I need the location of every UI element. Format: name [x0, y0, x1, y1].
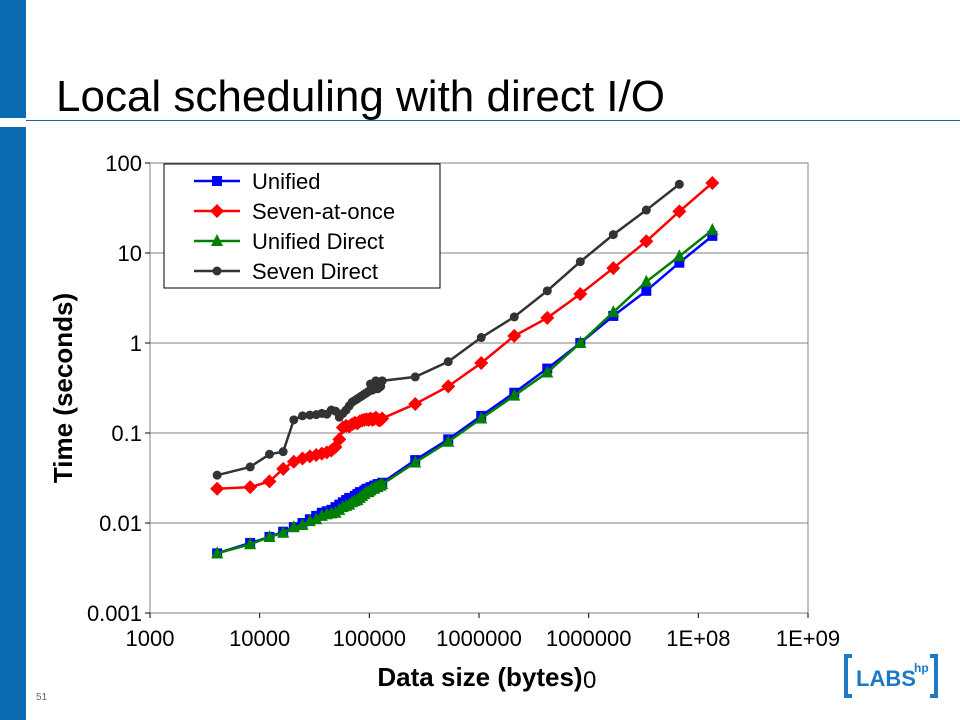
- unified-direct-point: [263, 529, 276, 542]
- seven-direct-point: [264, 449, 274, 459]
- seven-at-once-point: [474, 355, 489, 370]
- series-seven-direct: [212, 179, 684, 480]
- unified-direct-point: [287, 520, 300, 533]
- y-tick-label: 0.001: [87, 601, 142, 626]
- seven-direct-point: [245, 462, 255, 472]
- slide-number: 51: [36, 692, 48, 703]
- y-tick-label: 0.1: [111, 421, 142, 446]
- x-tick-label: 1000000: [436, 626, 522, 651]
- x-tick-label: 1000000: [546, 626, 632, 651]
- seven-direct-point: [608, 230, 618, 240]
- seven-at-once-point: [262, 474, 277, 489]
- seven-at-once-point: [375, 411, 390, 426]
- seven-direct-point: [278, 447, 288, 457]
- slide-title: Local scheduling with direct I/O: [56, 72, 665, 121]
- seven-at-once-point: [441, 379, 456, 394]
- x-tick-label: 100000: [333, 626, 406, 651]
- unified-direct-point: [706, 223, 719, 236]
- y-axis-label: Time (seconds): [48, 293, 78, 483]
- seven-at-once-point: [606, 261, 621, 276]
- legend-box: [163, 163, 441, 289]
- hp-labs-logo: LABS hp: [844, 654, 938, 698]
- seven-at-once-point: [243, 480, 258, 495]
- series-group: [210, 175, 720, 559]
- y-tick-label: 0.01: [99, 511, 142, 536]
- seven-direct-point: [476, 333, 486, 343]
- seven-at-once-point: [573, 287, 588, 302]
- seven-at-once-point: [540, 310, 555, 325]
- unified-direct-point: [673, 249, 686, 262]
- legend-label: Unified: [252, 169, 320, 194]
- seven-at-once-point: [705, 175, 720, 190]
- unified-direct-point: [442, 434, 455, 447]
- left-accent-bar-top: [0, 0, 26, 118]
- unified-direct-point: [508, 388, 521, 401]
- x-axis-label: Data size (bytes): [377, 662, 582, 692]
- seven-direct-point: [575, 257, 585, 267]
- logo-text: LABS: [856, 666, 916, 691]
- seven-direct-point: [509, 312, 519, 322]
- seven-direct-point: [297, 411, 307, 421]
- unified-point: [674, 257, 685, 268]
- seven-direct-point: [542, 286, 552, 296]
- y-tick-label: 100: [105, 151, 142, 176]
- seven-at-once-point: [408, 397, 423, 412]
- y-tick-label: 1: [130, 331, 142, 356]
- seven-direct-point: [410, 372, 420, 382]
- x-tick-label: 1E+08: [666, 626, 730, 651]
- x-tick-label: 1000: [126, 626, 175, 651]
- seven-at-once-point: [639, 234, 654, 249]
- legend-swatch-marker: [212, 266, 222, 276]
- legend-swatch-marker: [211, 234, 223, 246]
- legend-swatch-marker: [212, 176, 222, 186]
- legend-label: Seven Direct: [252, 259, 378, 284]
- seven-direct-point: [443, 357, 453, 367]
- seven-direct-point: [641, 205, 651, 215]
- legend: Unified Seven-at-once Unified Direct Seven …: [163, 163, 441, 289]
- unified-direct-point: [541, 365, 554, 378]
- seven-direct-point: [674, 179, 684, 189]
- seven-at-once-point: [507, 328, 522, 343]
- series-unified-direct: [211, 223, 719, 559]
- legend-label: Unified Direct: [252, 229, 384, 254]
- x-tick-label: 10000: [229, 626, 290, 651]
- unified-direct-point: [409, 455, 422, 468]
- legend-label: Seven-at-once: [252, 199, 395, 224]
- x-tick-label: 1E+09: [776, 626, 840, 651]
- stray-axis-label: 0: [583, 667, 596, 694]
- legend-swatch-marker: [210, 204, 224, 218]
- left-accent-bar-bottom: [0, 127, 26, 720]
- series-seven-at-once: [210, 175, 720, 496]
- unified-direct-point: [244, 537, 257, 550]
- seven-at-once-point: [672, 204, 687, 219]
- y-tick-label: 10: [118, 241, 142, 266]
- unified-direct-point: [640, 274, 653, 287]
- unified-direct-point: [376, 477, 389, 490]
- unified-point: [641, 285, 652, 296]
- unified-direct-point: [310, 512, 323, 525]
- seven-at-once-point: [276, 461, 291, 476]
- unified-direct-point: [277, 525, 290, 538]
- logo-superscript: hp: [914, 661, 929, 675]
- seven-direct-point: [377, 376, 387, 386]
- seven-direct-point: [212, 470, 222, 480]
- seven-at-once-point: [210, 481, 225, 496]
- unified-point: [707, 230, 718, 241]
- title-underline: [26, 120, 960, 121]
- seven-direct-point: [289, 415, 299, 425]
- unified-direct-point: [211, 546, 224, 559]
- unified-direct-point: [574, 336, 587, 348]
- seven-at-once-point: [332, 432, 347, 447]
- unified-direct-point: [607, 305, 620, 318]
- unified-direct-point: [475, 411, 488, 424]
- unified-direct-point: [296, 518, 309, 531]
